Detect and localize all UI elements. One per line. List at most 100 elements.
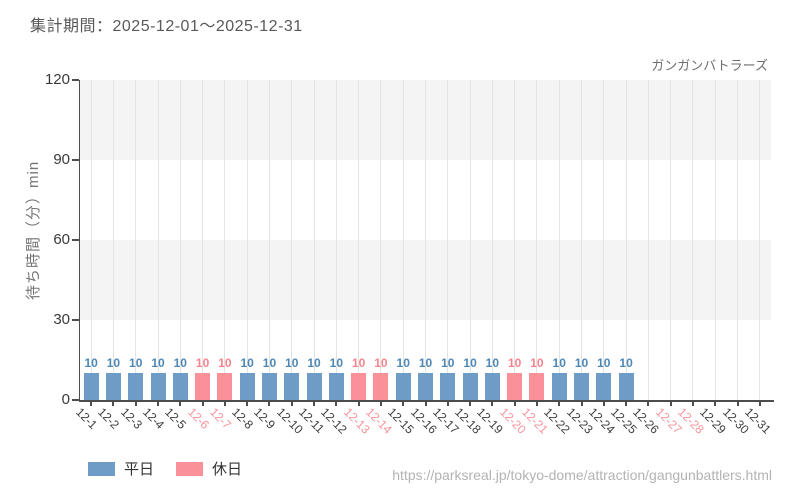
bar-12-6 [195, 373, 211, 400]
legend-item-weekday: 平日 [88, 458, 154, 479]
bar-12-21 [529, 373, 545, 400]
x-axis-tick [290, 402, 293, 406]
x-tick-label-12-6: 12-6 [184, 405, 212, 432]
bar-value-label-12-17: 10 [441, 356, 455, 371]
vertical-gridline [135, 80, 137, 400]
bar-12-25 [618, 373, 634, 400]
x-axis-tick [758, 402, 761, 406]
vertical-gridline [380, 80, 382, 400]
x-axis-tick [335, 402, 338, 406]
x-axis-tick [714, 402, 717, 406]
x-axis-tick [513, 402, 516, 406]
bar-value-label-12-11: 10 [307, 356, 321, 371]
x-tick-label-12-2: 12-2 [95, 405, 123, 432]
bar-value-label-12-10: 10 [285, 356, 299, 371]
y-tick-label: 120 [44, 71, 70, 88]
x-axis-tick [602, 402, 605, 406]
x-axis-tick [424, 402, 427, 406]
source-url-text: https://parksreal.jp/tokyo-dome/attracti… [392, 467, 772, 483]
chart-legend: 平日 休日 [88, 458, 264, 479]
bar-12-8 [239, 373, 255, 400]
vertical-gridline [558, 80, 560, 400]
bar-value-label-12-25: 10 [619, 356, 633, 371]
x-axis-tick [625, 402, 628, 406]
y-tick-label: 30 [53, 311, 70, 328]
x-axis-tick [647, 402, 650, 406]
bar-value-label-12-3: 10 [129, 356, 143, 371]
bar-12-4 [150, 373, 166, 400]
bar-value-label-12-2: 10 [106, 356, 121, 371]
bar-value-label-12-16: 10 [418, 356, 433, 371]
bar-value-label-12-4: 10 [151, 356, 165, 371]
x-axis-tick [201, 402, 204, 406]
bar-value-label-12-7: 10 [218, 356, 232, 371]
bar-12-11 [306, 373, 322, 400]
bar-value-label-12-21: 10 [530, 356, 544, 371]
vertical-gridline [90, 80, 92, 400]
bar-12-23 [574, 373, 590, 400]
bar-12-5 [172, 373, 188, 400]
bar-12-7 [217, 373, 233, 400]
vertical-gridline [335, 80, 337, 400]
bar-value-label-12-6: 10 [195, 356, 210, 371]
x-axis-tick [469, 402, 472, 406]
x-axis-line [78, 400, 774, 402]
bar-12-13 [351, 373, 367, 400]
bar-value-label-12-18: 10 [463, 356, 477, 371]
vertical-gridline [469, 80, 471, 400]
weekday-color-swatch [88, 461, 115, 476]
bar-12-18 [462, 373, 478, 400]
y-tick-label: 0 [61, 391, 70, 408]
y-tick-label: 90 [53, 151, 70, 168]
vertical-gridline [491, 80, 493, 400]
bar-value-label-12-15: 10 [396, 356, 410, 371]
bar-12-17 [440, 373, 456, 400]
x-axis-tick [313, 402, 316, 406]
vertical-gridline [447, 80, 449, 400]
y-tick-label: 60 [53, 231, 70, 248]
vertical-gridline [714, 80, 716, 400]
bar-value-label-12-5: 10 [173, 356, 187, 371]
x-axis-tick [691, 402, 694, 406]
vertical-gridline [157, 80, 159, 400]
y-axis-tick [72, 159, 79, 161]
bar-value-label-12-20: 10 [507, 356, 522, 371]
x-tick-label-12-1: 12-1 [73, 405, 101, 432]
y-axis-tick [72, 399, 79, 401]
bar-12-9 [261, 373, 277, 400]
bar-12-24 [596, 373, 612, 400]
vertical-gridline [625, 80, 627, 400]
x-tick-label-12-9: 12-9 [251, 405, 279, 432]
vertical-gridline [358, 80, 360, 400]
vertical-gridline [112, 80, 114, 400]
vertical-gridline [202, 80, 204, 400]
x-axis-tick [535, 402, 538, 406]
vertical-gridline [759, 80, 761, 400]
legend-item-holiday: 休日 [176, 458, 242, 479]
bar-value-label-12-19: 10 [485, 356, 500, 371]
vertical-gridline [670, 80, 672, 400]
y-axis-tick [72, 239, 79, 241]
x-tick-label-12-4: 12-4 [140, 405, 168, 432]
x-axis-tick [491, 402, 494, 406]
vertical-gridline [179, 80, 181, 400]
x-axis-tick [179, 402, 182, 406]
x-tick-label-12-8: 12-8 [229, 405, 257, 432]
vertical-gridline [246, 80, 248, 400]
vertical-gridline [425, 80, 426, 400]
vertical-gridline [692, 80, 694, 400]
bar-value-label-12-8: 10 [240, 356, 254, 371]
vertical-gridline [514, 80, 516, 400]
x-axis-tick [402, 402, 405, 406]
bar-12-16 [418, 373, 433, 400]
bar-value-label-12-9: 10 [262, 356, 277, 371]
vertical-gridline [536, 80, 538, 400]
x-axis-tick [669, 402, 672, 406]
vertical-gridline [268, 80, 270, 400]
bar-12-22 [551, 373, 567, 400]
vertical-gridline [581, 80, 583, 400]
bar-12-1 [83, 373, 99, 400]
legend-label-weekday: 平日 [124, 461, 155, 478]
attraction-name-label: ガンガンバトラーズ [651, 58, 768, 73]
